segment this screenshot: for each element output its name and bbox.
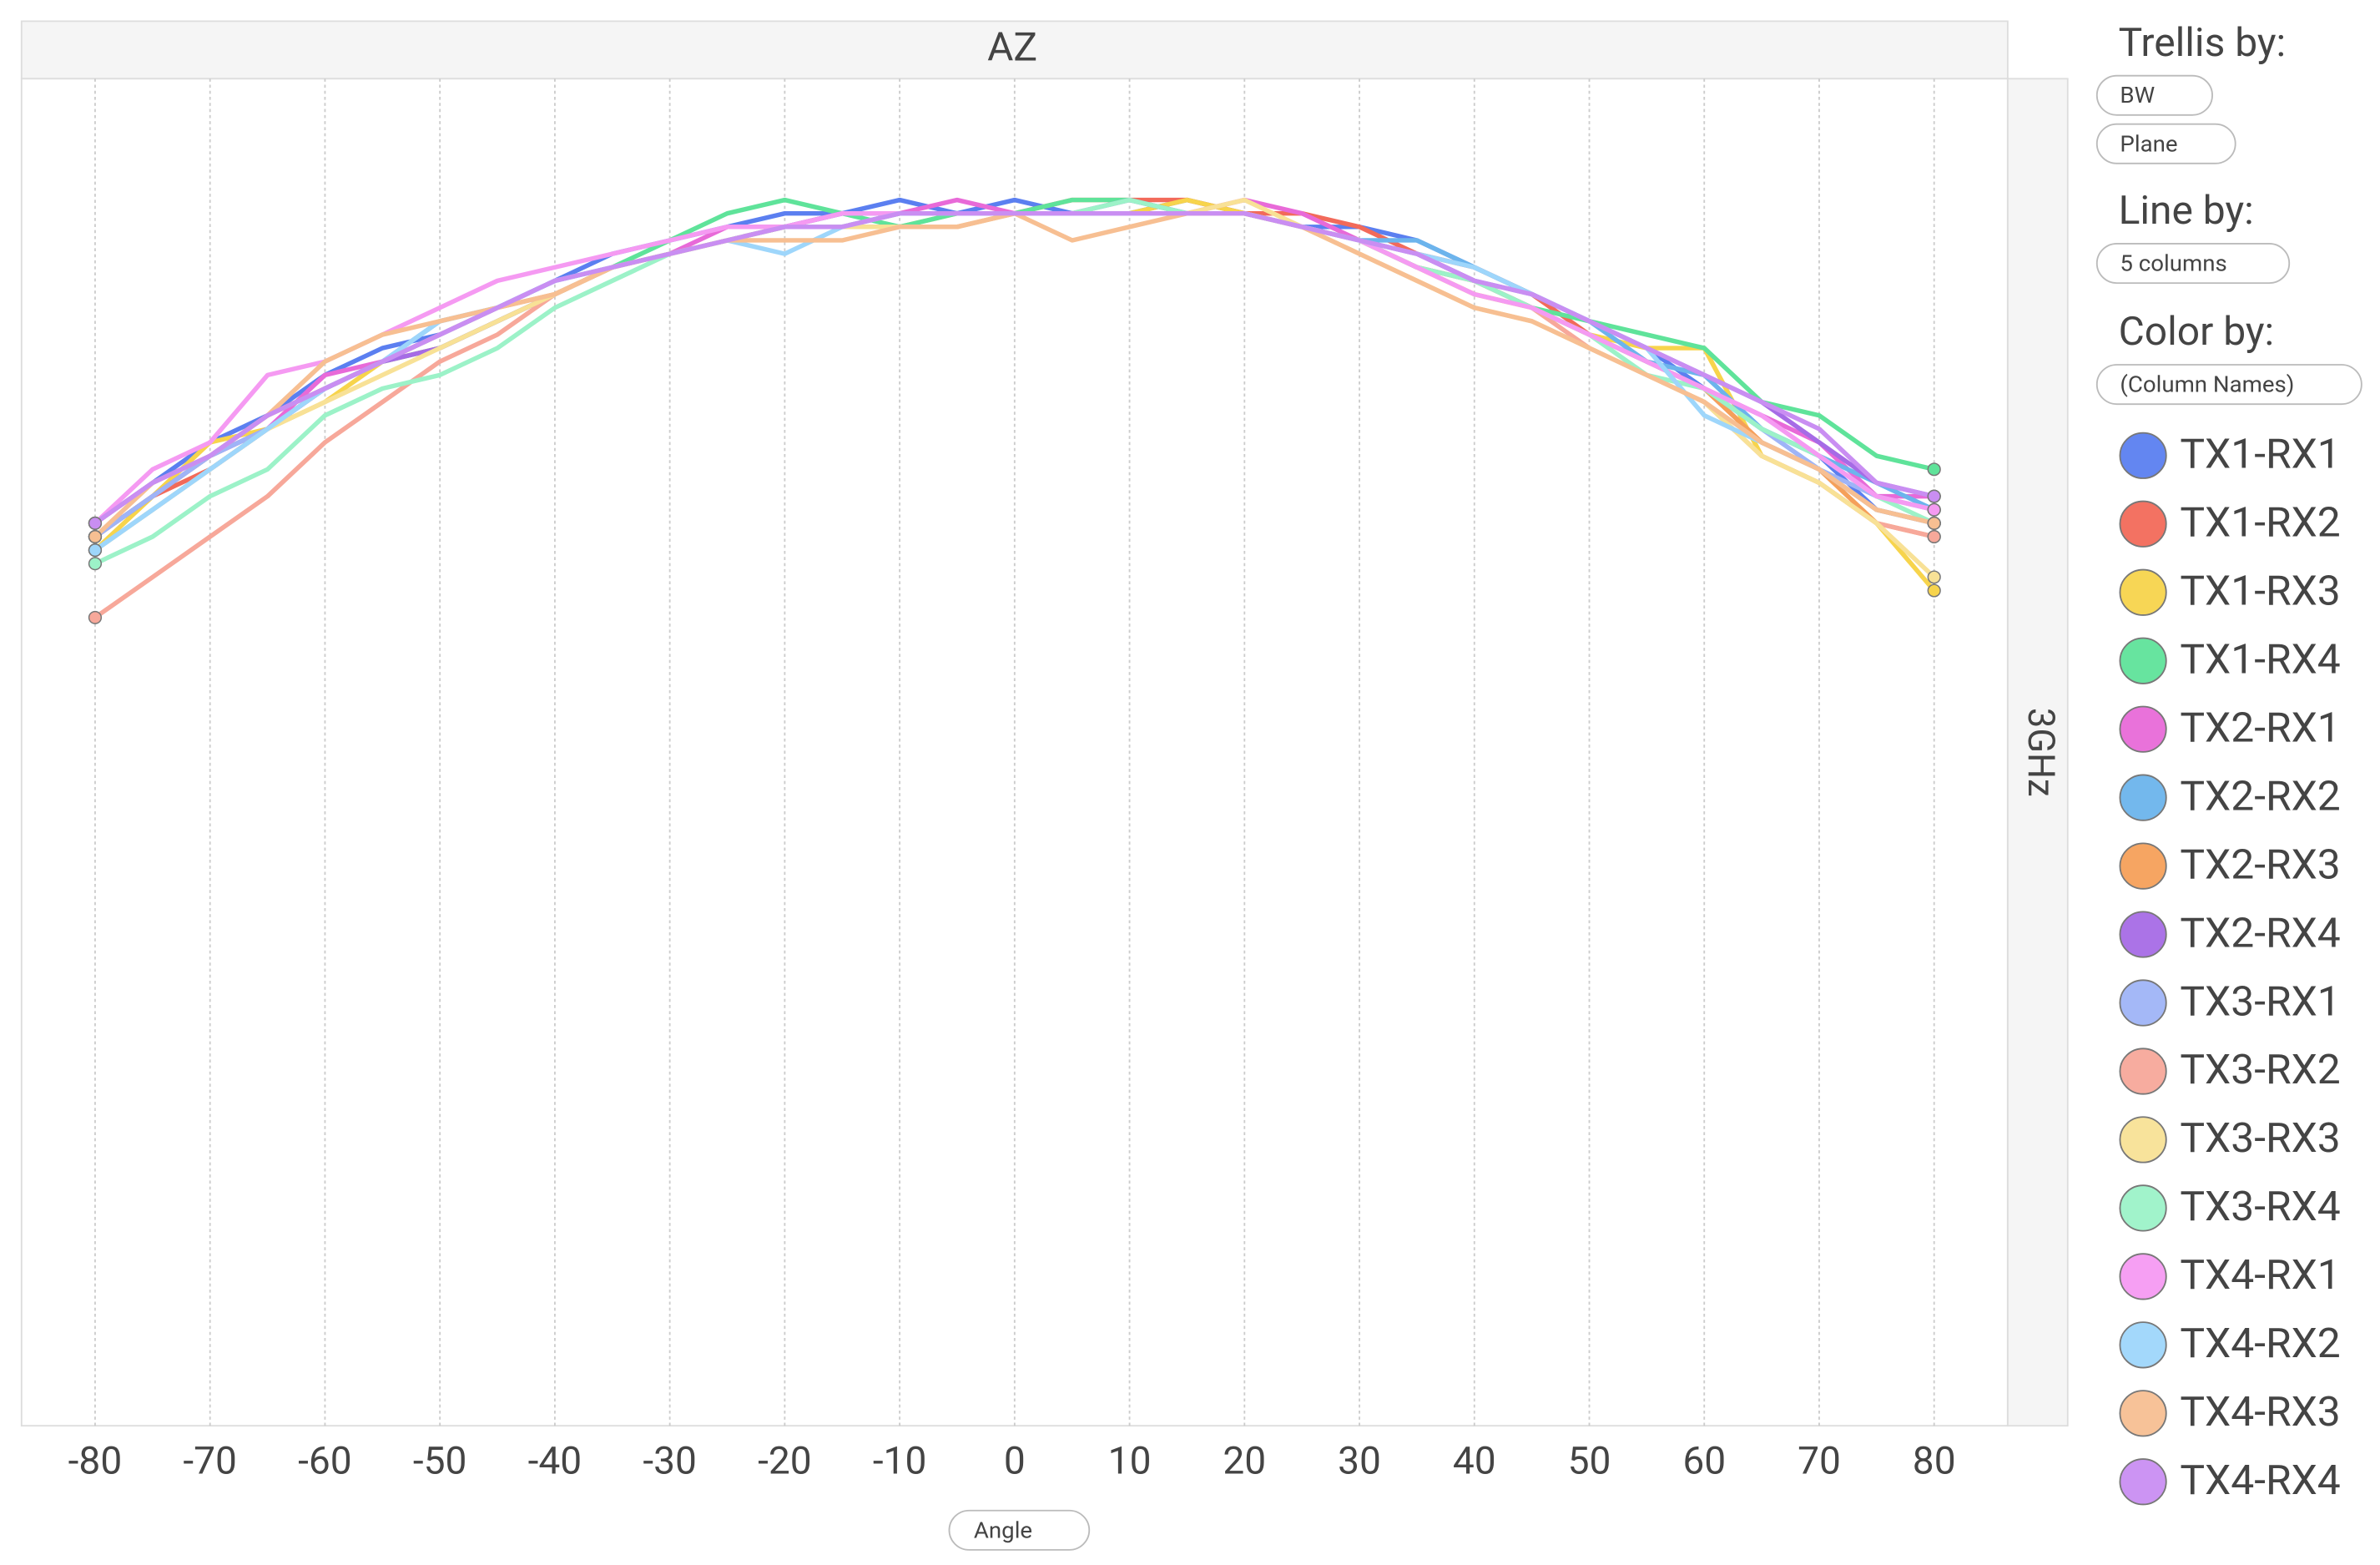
end-point [1927,570,1941,584]
x-tick-label: 50 [1568,1440,1611,1484]
end-point [1927,530,1941,543]
x-tick-label: 0 [1004,1440,1026,1484]
pill-text[interactable]: (Column Names) [2120,371,2294,398]
legend-label[interactable]: TX3-RX1 [2180,978,2340,1027]
pill[interactable] [2095,123,2236,164]
x-tick-label: 30 [1338,1440,1381,1484]
legend-label[interactable]: TX2-RX2 [2180,773,2340,821]
header-strip [20,20,2009,80]
control-label: Color by: [2119,309,2275,356]
end-point [88,610,103,624]
legend-label[interactable]: TX3-RX3 [2180,1115,2340,1164]
end-point [88,516,103,530]
row-strip [2006,78,2069,1427]
legend-label[interactable]: TX1-RX1 [2180,431,2340,479]
x-tick-label: 10 [1108,1440,1152,1484]
legend-swatch[interactable] [2119,1321,2167,1369]
legend-label[interactable]: TX4-RX4 [2180,1456,2340,1505]
legend-label[interactable]: TX1-RX4 [2180,636,2340,684]
end-point [88,530,103,543]
x-axis-label[interactable]: Angle [974,1517,1032,1544]
pill[interactable] [2095,364,2362,406]
panel-title: AZ [987,24,1037,71]
x-tick-label: -50 [413,1440,467,1484]
x-tick-label: 70 [1798,1440,1841,1484]
x-tick-label: 60 [1682,1440,1726,1484]
legend-label[interactable]: TX1-RX3 [2180,568,2340,616]
end-point [1927,502,1941,517]
end-point [1927,516,1941,530]
legend-swatch[interactable] [2119,911,2167,958]
legend-swatch[interactable] [2119,979,2167,1027]
end-point [1927,462,1941,477]
end-point [1927,583,1941,598]
legend-swatch[interactable] [2119,432,2167,479]
legend-swatch[interactable] [2119,774,2167,821]
x-tick-label: -40 [528,1440,582,1484]
control-label: Trellis by: [2119,19,2287,66]
legend-swatch[interactable] [2119,1390,2167,1437]
x-tick-label: 40 [1453,1440,1496,1484]
pill-text[interactable]: Plane [2120,130,2177,157]
x-tick-label: 80 [1913,1440,1956,1484]
legend-label[interactable]: TX3-RX2 [2180,1047,2340,1095]
legend-swatch[interactable] [2119,568,2167,616]
pill-text[interactable]: 5 columns [2120,250,2226,277]
row-label: 3GHz [2019,708,2063,797]
legend-label[interactable]: TX2-RX3 [2180,841,2340,890]
x-tick-label: -20 [758,1440,812,1484]
legend-swatch[interactable] [2119,1184,2167,1232]
x-tick-label: -80 [68,1440,123,1484]
legend-swatch[interactable] [2119,500,2167,548]
legend-label[interactable]: TX4-RX1 [2180,1252,2340,1300]
legend-label[interactable]: TX2-RX4 [2180,910,2340,958]
legend-swatch[interactable] [2119,637,2167,684]
legend-swatch[interactable] [2119,1458,2167,1506]
pill-text[interactable]: BW [2120,82,2155,109]
control-label: Line by: [2119,188,2254,235]
series-line [93,210,1935,526]
legend-swatch[interactable] [2119,705,2167,753]
legend-label[interactable]: TX1-RX2 [2180,499,2340,548]
x-tick-label: -70 [183,1440,237,1484]
axis-pill[interactable] [948,1509,1091,1551]
end-point [88,543,103,558]
legend-swatch[interactable] [2119,1253,2167,1300]
pill[interactable] [2095,243,2291,285]
x-tick-label: 20 [1223,1440,1266,1484]
legend-swatch[interactable] [2119,1048,2167,1095]
legend-label[interactable]: TX3-RX4 [2180,1184,2340,1232]
x-tick-label: -10 [873,1440,927,1484]
x-tick-label: -30 [643,1440,697,1484]
end-point [1927,489,1941,503]
legend-label[interactable]: TX2-RX1 [2180,704,2340,753]
legend-label[interactable]: TX4-RX3 [2180,1388,2340,1436]
pill[interactable] [2095,74,2213,116]
legend-swatch[interactable] [2119,842,2167,890]
x-tick-label: -60 [298,1440,352,1484]
end-point [88,557,103,571]
legend-label[interactable]: TX4-RX2 [2180,1320,2340,1368]
legend-swatch[interactable] [2119,1116,2167,1164]
